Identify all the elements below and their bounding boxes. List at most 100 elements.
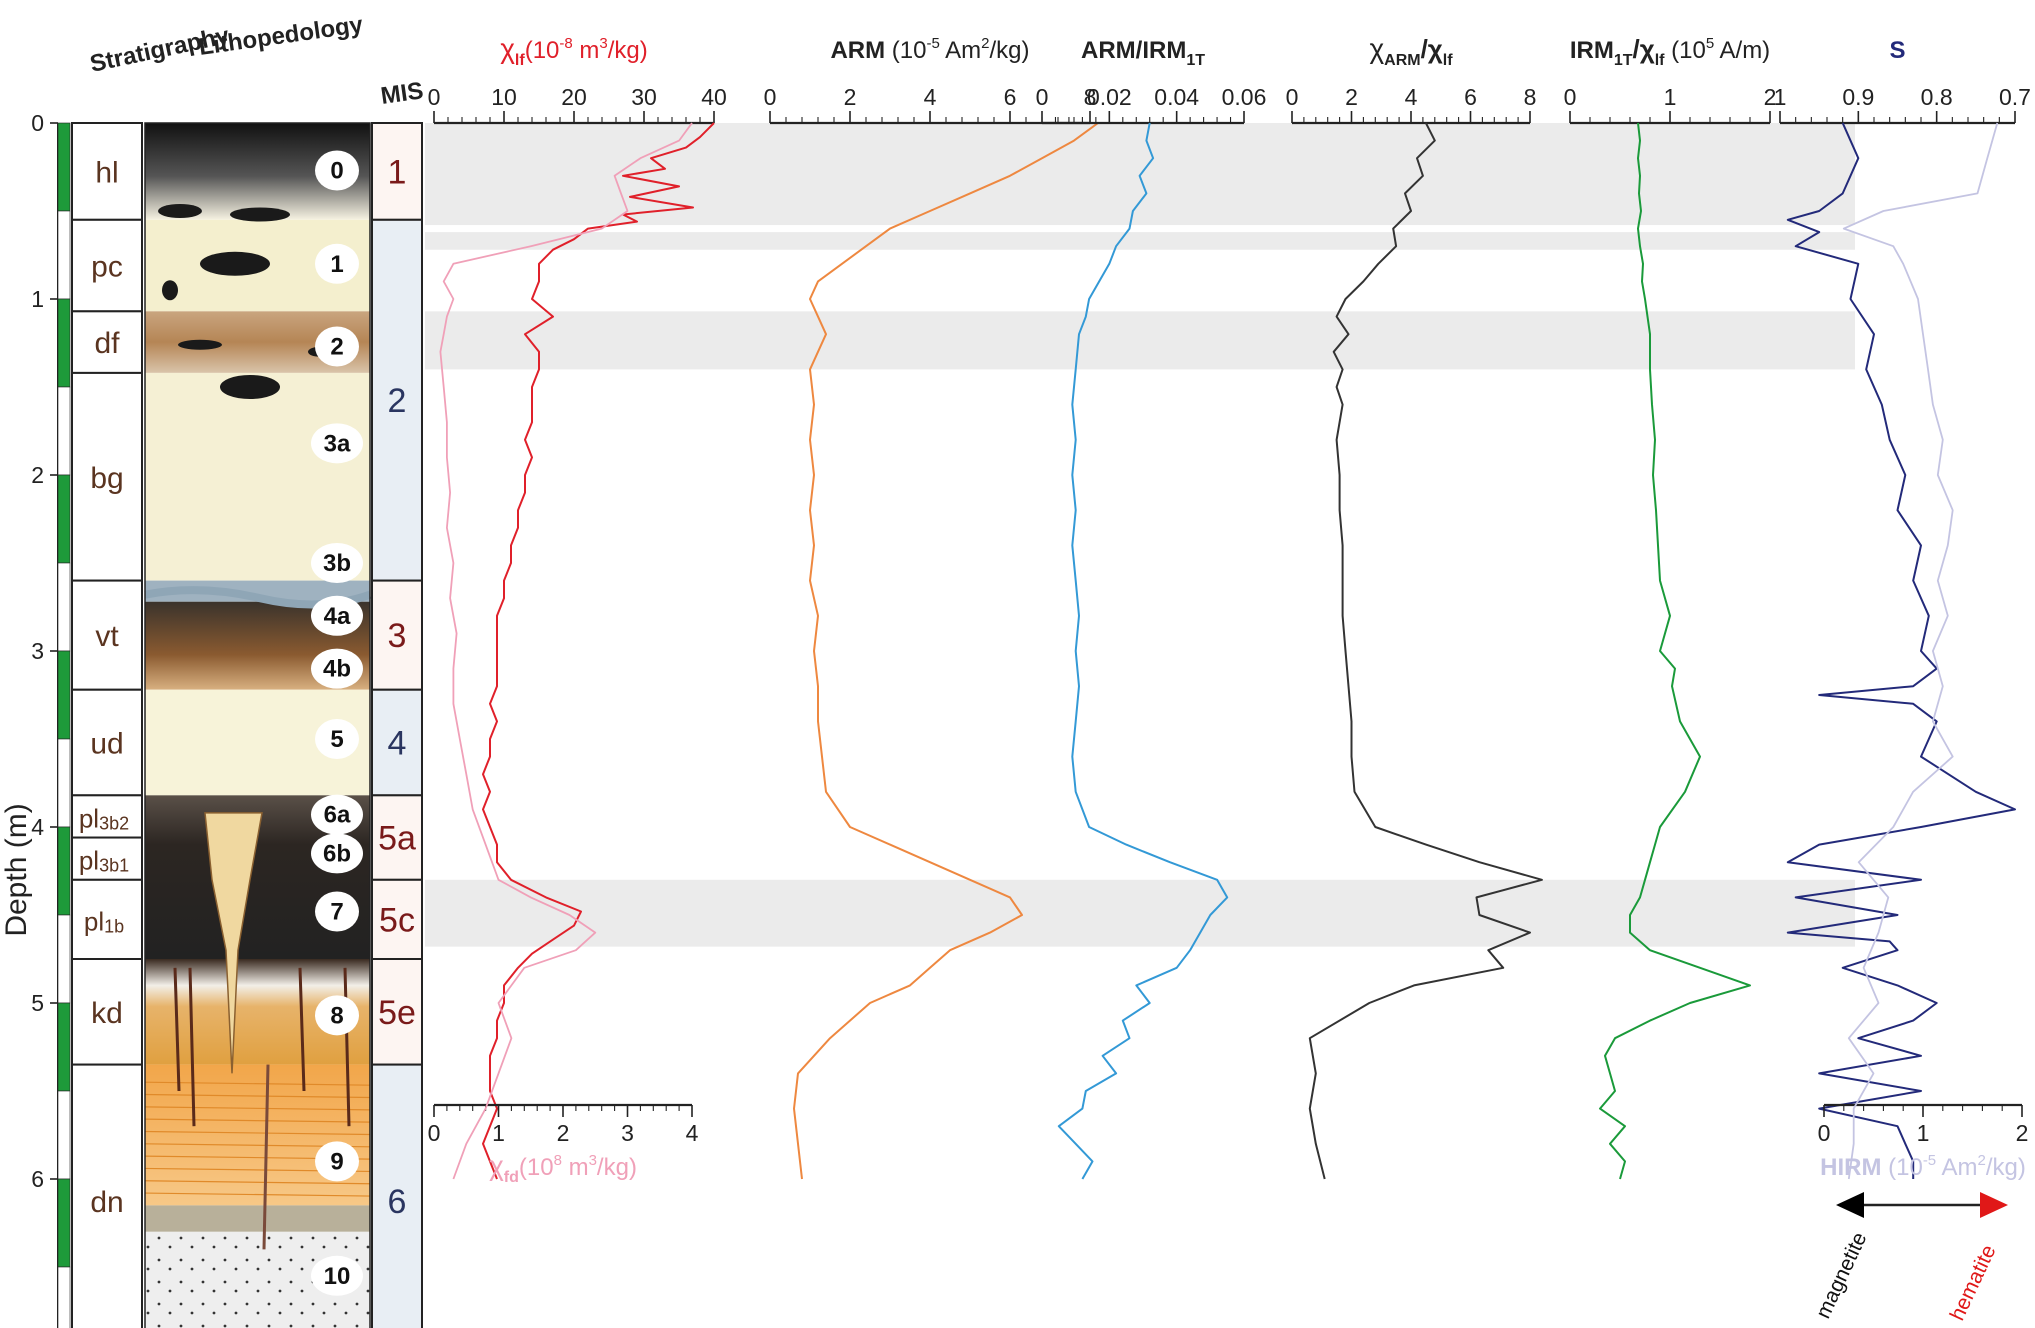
tick-label-xlf: 0 xyxy=(428,84,441,110)
horizon-bubble-3a xyxy=(311,423,363,464)
header-lithopedology: Lithopedology xyxy=(197,11,365,61)
crack-1 xyxy=(188,967,196,1127)
title-part: /kg) xyxy=(1986,1154,2026,1181)
title-part: /χ xyxy=(1421,34,1443,64)
horizon-bubble-4a xyxy=(311,595,363,636)
depth-scale-segment-8 xyxy=(57,826,71,916)
title-part: ARM xyxy=(830,37,885,64)
horizon-bubble-5 xyxy=(315,719,359,759)
magnetite-arrow-head xyxy=(1836,1192,1864,1218)
tick-label-hirm: 0 xyxy=(1818,1120,1831,1146)
horizon-label-9: 9 xyxy=(330,1148,343,1175)
mis-stage-6 xyxy=(371,1063,423,1328)
title-part: 5 xyxy=(1706,35,1714,52)
horizon-bubble-6a xyxy=(311,794,363,835)
strat-unit-df xyxy=(71,310,143,374)
title-part: A/m) xyxy=(1714,37,1770,64)
mis-stage-3 xyxy=(371,579,423,691)
strat-unit-label: df xyxy=(94,327,120,360)
strat-unit-label: kd xyxy=(91,997,123,1030)
title-part: ARM/IRM xyxy=(1081,37,1186,64)
krotovina-5 xyxy=(178,339,222,350)
horizon-bubble-10 xyxy=(311,1255,363,1296)
horizon-label-5: 5 xyxy=(330,726,343,753)
horizon-label-4a: 4a xyxy=(324,603,351,630)
depth-scale-segment-12 xyxy=(57,1178,71,1268)
crack-0 xyxy=(173,967,181,1092)
strat-unit-label: ud xyxy=(90,728,123,761)
horizon-bubble-7 xyxy=(315,891,359,932)
tick-label-arm: 2 xyxy=(844,84,857,110)
title-xlf: χlf(10-8 m3/kg) xyxy=(500,33,648,69)
tick-label-xfd: 4 xyxy=(686,1120,699,1146)
title-part: IRM xyxy=(1570,37,1614,64)
dn-lamina xyxy=(144,1093,371,1099)
tick-label-arm: 6 xyxy=(1004,84,1017,110)
dn-lamina xyxy=(144,1192,371,1197)
tick-label-xlf: 40 xyxy=(701,84,727,110)
strat-unit-pc xyxy=(71,218,143,313)
tick-label-xfd: 3 xyxy=(621,1120,634,1146)
dn-lamina xyxy=(144,1180,371,1185)
mis-stage-1 xyxy=(371,122,423,221)
tick-label-irm_xlf: 2 xyxy=(1764,84,1777,110)
horizon-label-3a: 3a xyxy=(324,430,351,457)
horizon-label-6b: 6b xyxy=(323,840,351,867)
strat-unit-dn xyxy=(71,1063,143,1328)
mis-stage-label-3: 3 xyxy=(388,617,407,655)
mis-column: 1 2 3 4 5a 5c 5e 6 xyxy=(371,122,423,1328)
title-part: (10 xyxy=(1881,1154,1922,1181)
depth-scale-segment-11 xyxy=(57,1090,71,1180)
header-mis: MIS xyxy=(379,77,425,110)
dn-lamina xyxy=(144,1081,371,1086)
title-part: lf xyxy=(515,52,525,69)
title-part: 2 xyxy=(1978,1152,1986,1169)
deep-crack xyxy=(262,1064,270,1250)
tick-label-xarm_xlf: 6 xyxy=(1464,84,1477,110)
ice-wedge-cast xyxy=(204,812,263,1074)
litho-layer-10 xyxy=(145,1205,370,1232)
depth-tick-label-6: 6 xyxy=(31,1166,44,1192)
depth-tick-label-4: 4 xyxy=(31,814,44,840)
mis-stage-2 xyxy=(371,218,423,582)
legend-hematite-label: hematite xyxy=(1946,1241,2001,1324)
tick-label-s: 0.7 xyxy=(1999,84,2031,110)
title-part: (10 xyxy=(1664,37,1705,64)
depth-tick-label-0: 0 xyxy=(31,110,44,136)
panel-arm_irm: 0 0.02 0.04 0.06 ARM/IRM1T xyxy=(1036,37,1266,1180)
strat-unit-kd xyxy=(71,958,143,1066)
krotovina-0 xyxy=(158,204,202,218)
series-line-arm xyxy=(793,122,1099,1180)
title-part: 1T xyxy=(1614,52,1633,69)
crack-3 xyxy=(343,967,351,1127)
depth-tick-label-1: 1 xyxy=(31,286,44,312)
litho-layer-4 xyxy=(145,580,370,602)
tick-label-arm_irm: 0.04 xyxy=(1154,84,1199,110)
title-part: 1T xyxy=(1186,52,1205,69)
panel-s: 1 0.9 0.8 0.7 S xyxy=(1774,37,2031,1180)
horizon-label-2: 2 xyxy=(330,334,343,361)
title-part: /kg) xyxy=(608,37,648,64)
highlight-band-2 xyxy=(425,311,1855,370)
title-part: /kg) xyxy=(597,1154,637,1181)
title-part: lf xyxy=(1443,52,1453,69)
title-part: 2 xyxy=(981,35,989,52)
horizon-label-8: 8 xyxy=(330,1002,343,1029)
title-part: -5 xyxy=(926,35,939,52)
title-arm: ARM (10-5 Am2/kg) xyxy=(830,35,1029,64)
highlight-bands xyxy=(425,123,1855,947)
mis-stage-label-2: 2 xyxy=(388,382,407,420)
tick-label-arm: 0 xyxy=(764,84,777,110)
series-line-xfd xyxy=(439,122,693,1180)
horizon-bubble-1 xyxy=(315,243,359,284)
strat-unit-label: hl xyxy=(95,156,118,189)
title-part: Am xyxy=(1936,1154,1977,1181)
horizon-bubble-8 xyxy=(315,995,359,1036)
tick-label-xarm_xlf: 8 xyxy=(1524,84,1537,110)
horizon-label-7: 7 xyxy=(330,898,343,925)
